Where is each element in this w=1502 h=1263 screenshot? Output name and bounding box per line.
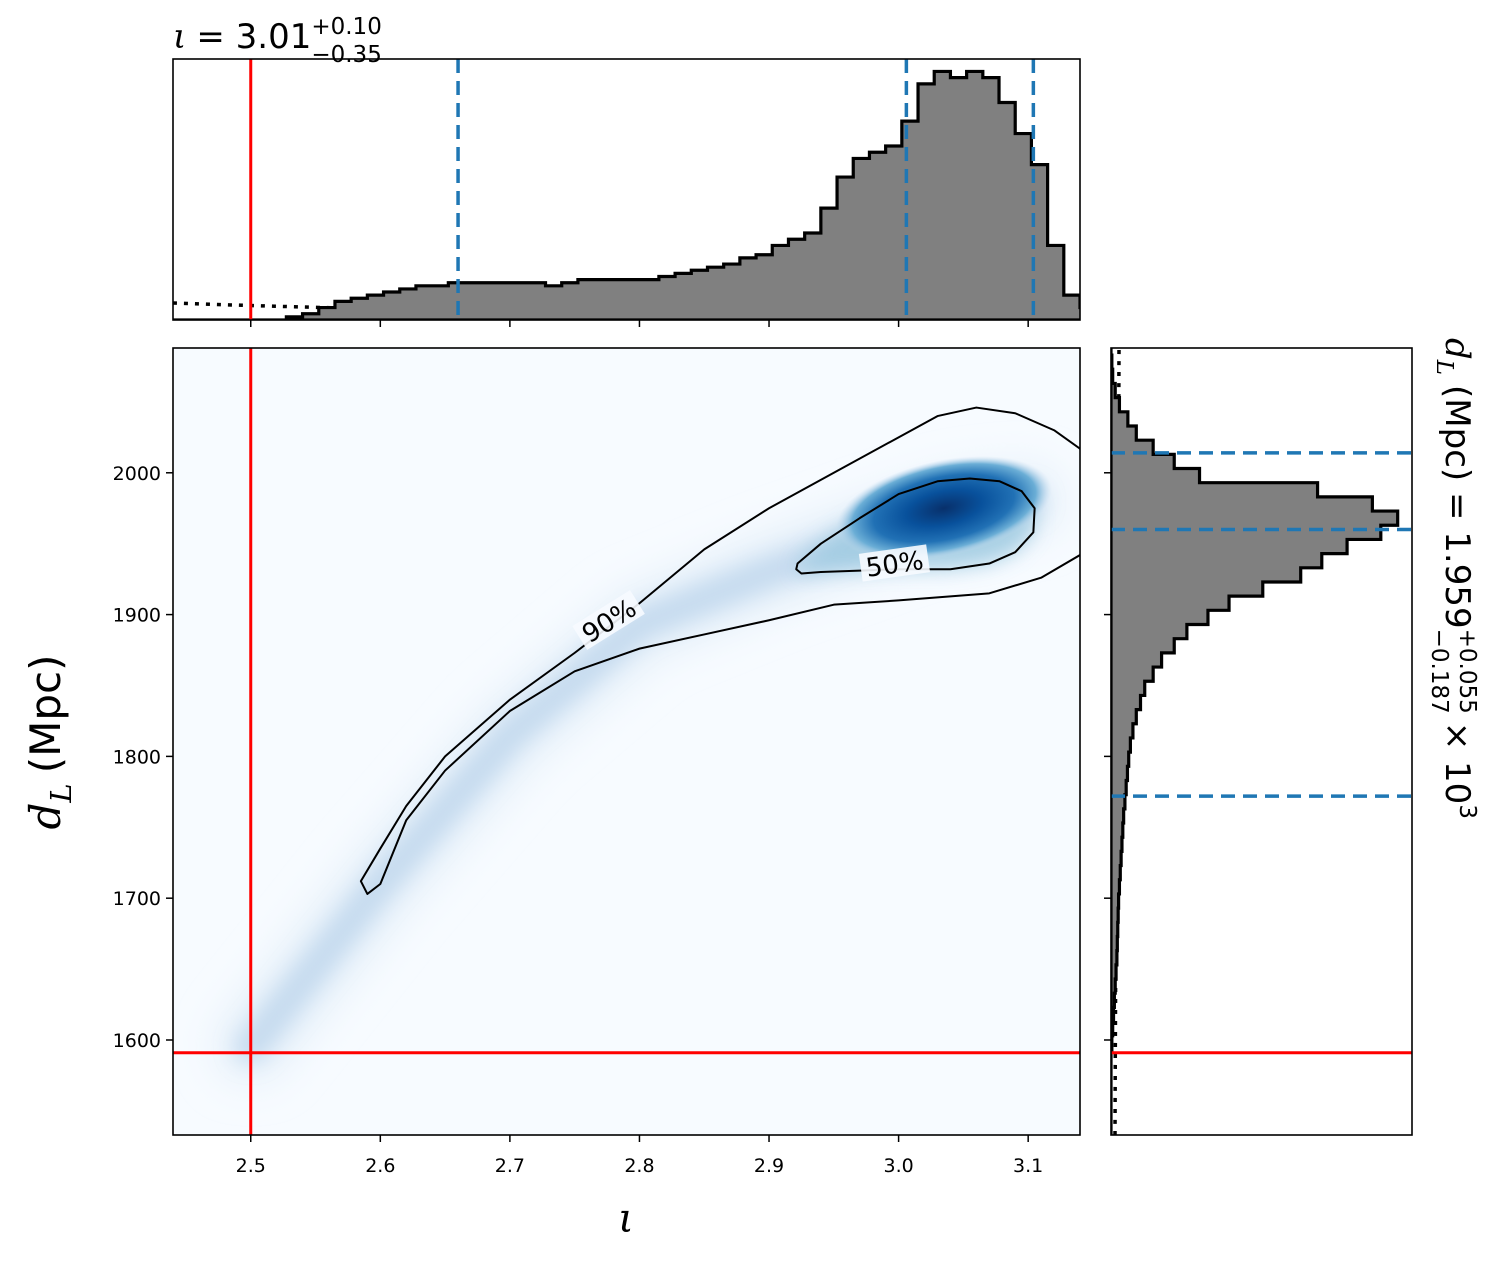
x-tick-label-4: 2.9 [754, 1155, 784, 1177]
y-axis-label-unit: (Mpc) [21, 655, 70, 774]
contour-90 [359, 406, 1080, 895]
x-axis-ticks: 2.5 2.6 2.7 2.8 2.9 3.0 3.1 [236, 1135, 1043, 1177]
x-tick-label-5: 3.0 [883, 1155, 913, 1177]
y-tick-label-2: 1800 [113, 746, 161, 768]
y-axis-label-symbol: d [21, 803, 70, 830]
y-marginal-title: dL (Mpc) = 1.959+0.055−0.187 × 103 [1426, 338, 1480, 819]
contour-50 [795, 477, 1036, 575]
x-axis-label: ι [618, 1196, 634, 1242]
y-title-symbol: d [1437, 338, 1477, 360]
y-axis-label: dL (Mpc) [21, 655, 78, 830]
y-tick-label-3: 1900 [113, 605, 161, 627]
x-tick-label-3: 2.8 [624, 1155, 654, 1177]
x-title-symbol: ι [173, 17, 186, 57]
y-tick-label-4: 2000 [113, 463, 161, 485]
y-title-multiplier: × 10 [1437, 722, 1477, 805]
x-tick-label-2: 2.7 [495, 1155, 525, 1177]
x-histogram [173, 69, 1080, 320]
y-prior-curve [1113, 348, 1121, 1135]
x-tick-label-1: 2.6 [365, 1155, 395, 1177]
y-marginal-ticks [1104, 472, 1111, 1041]
y-axis-ticks: 1600 1700 1800 1900 2000 [113, 463, 173, 1052]
y-title-subscript: L [1431, 359, 1457, 375]
joint-density-panel: 50%90% 2.5 2.6 2.7 2.8 2.9 3.0 3.1 1600 1700 180… [21, 347, 1081, 1242]
y-marginal-frame [1110, 347, 1413, 1136]
x-tick-label-6: 3.1 [1013, 1155, 1043, 1177]
credible-contours: 50%90% [359, 406, 1080, 895]
y-title-equation: (Mpc) = 1.959 [1437, 385, 1477, 629]
y-title-exponent: 3 [1454, 804, 1480, 819]
y-tick-label-1: 1700 [113, 888, 161, 910]
joint-frame [172, 347, 1081, 1136]
x-marginal-ticks [249, 320, 1029, 327]
y-quantile-lines [1111, 451, 1412, 798]
x-tick-label-0: 2.5 [236, 1155, 266, 1177]
x-title-upper-error: +0.10 [311, 14, 381, 40]
x-title-lower-error: −0.35 [311, 42, 381, 68]
x-marginal-title: ι = 3.01+0.10 −0.35 [173, 14, 382, 68]
x-marginal-frame [172, 58, 1081, 321]
y-title-upper-error: +0.055 [1454, 629, 1480, 714]
y-marginal-histogram-panel: dL (Mpc) = 1.959+0.055−0.187 × 103 [1104, 338, 1480, 1136]
x-title-equation: = 3.01 [196, 17, 311, 57]
x-marginal-histogram-panel: ι = 3.01+0.10 −0.35 [172, 14, 1081, 327]
y-tick-label-0: 1600 [113, 1030, 161, 1052]
y-axis-label-subscript: L [44, 783, 78, 803]
y-title-lower-error: −0.187 [1426, 629, 1452, 714]
y-histogram [1111, 348, 1400, 1135]
